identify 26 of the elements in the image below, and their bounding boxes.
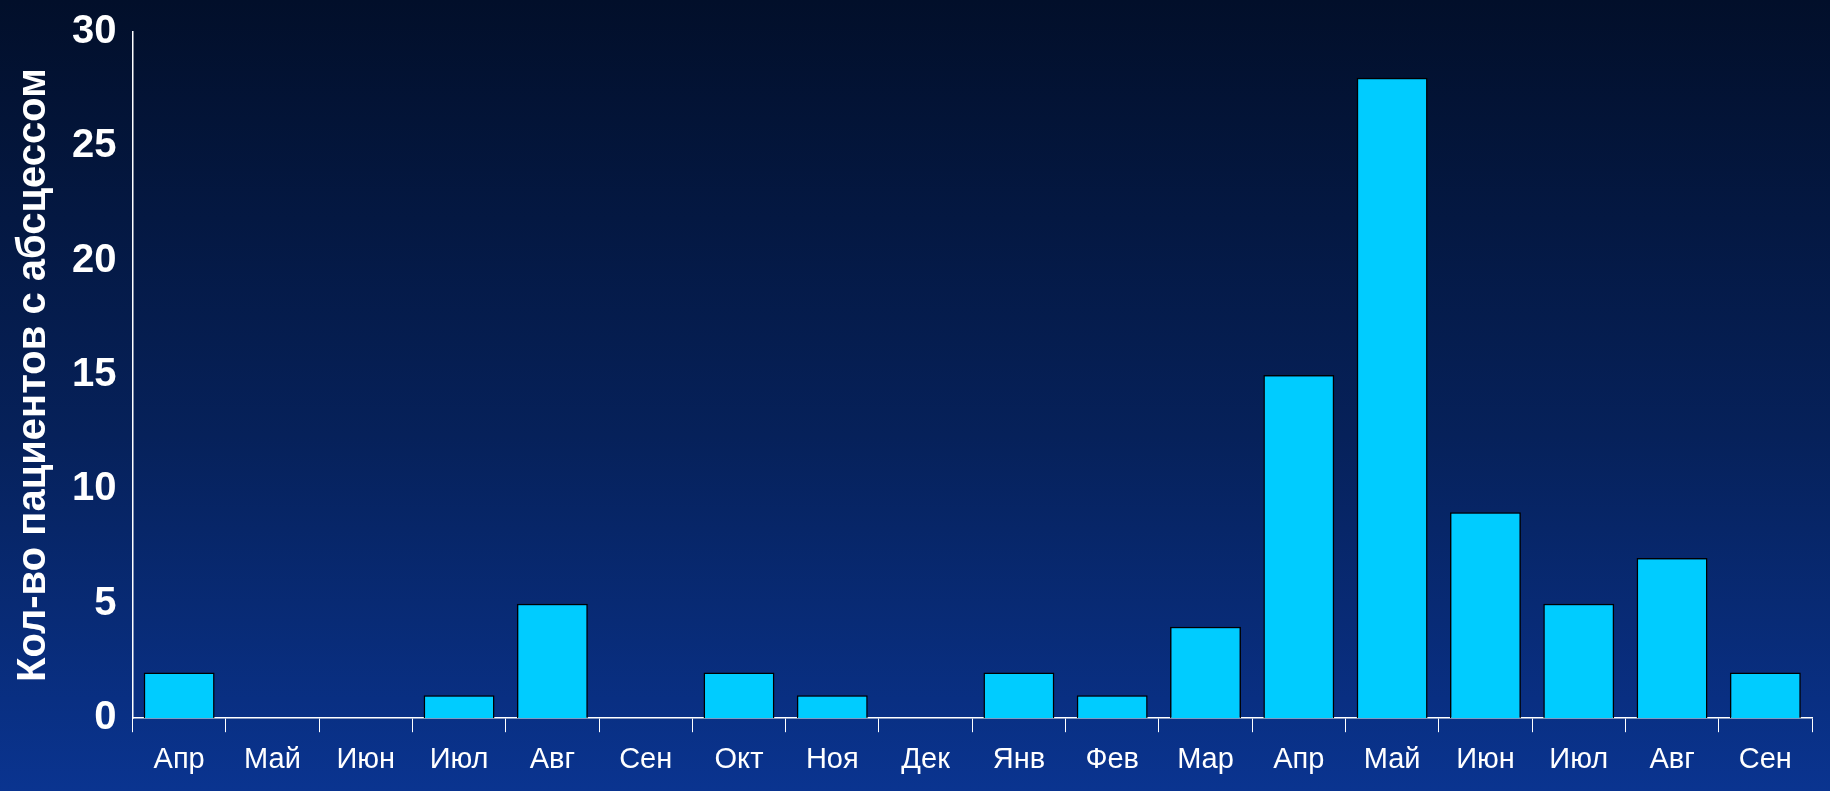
x-tick-label: Мар	[1177, 741, 1234, 774]
y-tick-label: 25	[71, 121, 117, 166]
x-tick-label: Июн	[1456, 741, 1515, 774]
y-tick-label: 0	[94, 693, 117, 738]
x-tick-label: Май	[244, 741, 301, 774]
y-tick-label: 30	[71, 7, 117, 52]
x-tick-label: Апр	[153, 741, 205, 774]
x-tick-label: Фев	[1085, 741, 1139, 774]
x-tick-label: Июн	[336, 741, 396, 774]
x-tick-label: Июл	[1549, 741, 1609, 774]
x-tick-label: Сен	[619, 741, 673, 774]
x-tick-label: Май	[1363, 741, 1421, 774]
x-tick-label: Авг	[529, 741, 576, 774]
x-tick-label: Дек	[901, 741, 951, 774]
y-tick-label: 15	[71, 350, 117, 395]
x-tick-label: Июл	[429, 741, 489, 774]
x-tick-label: Ноя	[805, 741, 859, 774]
x-tick-label: Авг	[1649, 741, 1695, 774]
x-tick-label: Окт	[714, 741, 764, 774]
y-axis-title: Кол-во пациентов с абсцессом	[9, 68, 54, 682]
x-tick-label: Апр	[1273, 741, 1325, 774]
x-tick-label: Янв	[992, 741, 1046, 774]
y-tick-label: 10	[71, 464, 117, 509]
y-tick-label: 5	[94, 578, 117, 623]
y-tick-label: 20	[71, 235, 117, 280]
x-tick-label: Сен	[1738, 741, 1792, 774]
